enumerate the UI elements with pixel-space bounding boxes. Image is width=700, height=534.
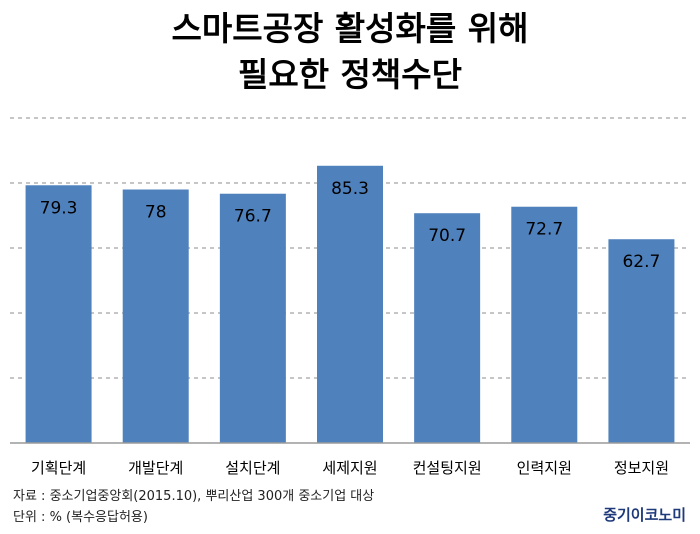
bar-3 bbox=[219, 193, 286, 443]
data-label: 79.3 bbox=[40, 198, 78, 218]
data-label: 72.7 bbox=[525, 220, 563, 240]
source-note: 자료 : 중소기업중앙회(2015.10), 뿌리산업 300개 중소기업 대상… bbox=[13, 486, 374, 528]
source-text: 자료 : 중소기업중앙회(2015.10), 뿌리산업 300개 중소기업 대상 bbox=[13, 489, 375, 504]
data-label: 85.3 bbox=[331, 179, 369, 199]
x-tick-label: 기획단계 bbox=[31, 459, 86, 477]
x-tick-labels: 기획단계 개발단계 설치단계 세제지원 컨설팅지원 인력지원 정보지원 bbox=[31, 459, 669, 477]
x-tick-label: 개발단계 bbox=[128, 459, 183, 477]
x-tick-label: 정보지원 bbox=[614, 459, 669, 477]
data-label: 62.7 bbox=[622, 252, 660, 272]
bar-7 bbox=[608, 239, 675, 443]
data-label: 78 bbox=[145, 203, 167, 223]
brand-logo: 중기이코노미 bbox=[603, 506, 686, 524]
x-tick-label: 인력지원 bbox=[517, 459, 572, 477]
bar-4 bbox=[317, 165, 383, 443]
chart-title-line-2: 필요한 정책수단 bbox=[237, 55, 462, 94]
data-label: 70.7 bbox=[428, 226, 466, 246]
bar-2 bbox=[122, 189, 189, 443]
x-tick-label: 세제지원 bbox=[322, 459, 377, 477]
unit-text: 단위 : % (복수응답허용) bbox=[13, 510, 148, 525]
bar-5 bbox=[414, 213, 481, 443]
chart-title-line-1: 스마트공장 활성화를 위해 bbox=[171, 9, 529, 48]
bars: 79.3 78 76.7 85.3 70.7 72.7 62.7 bbox=[25, 165, 675, 443]
bar-6 bbox=[511, 206, 578, 443]
data-label: 76.7 bbox=[234, 207, 272, 227]
chart-title: 스마트공장 활성화를 위해 필요한 정책수단 bbox=[0, 6, 700, 98]
x-tick-label: 컨설팅지원 bbox=[413, 459, 482, 477]
bar-1 bbox=[25, 185, 92, 443]
x-tick-label: 설치단계 bbox=[225, 459, 280, 477]
